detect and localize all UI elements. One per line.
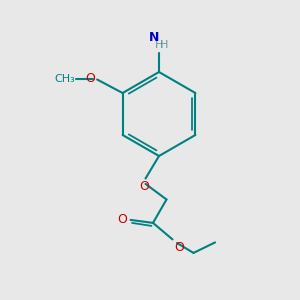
Text: O: O xyxy=(174,241,184,254)
Text: H: H xyxy=(160,40,169,50)
Text: N: N xyxy=(148,32,159,44)
Text: O: O xyxy=(139,180,149,193)
Text: H: H xyxy=(155,40,163,50)
Text: O: O xyxy=(85,71,95,85)
Text: CH₃: CH₃ xyxy=(54,74,75,85)
Text: O: O xyxy=(118,213,128,226)
